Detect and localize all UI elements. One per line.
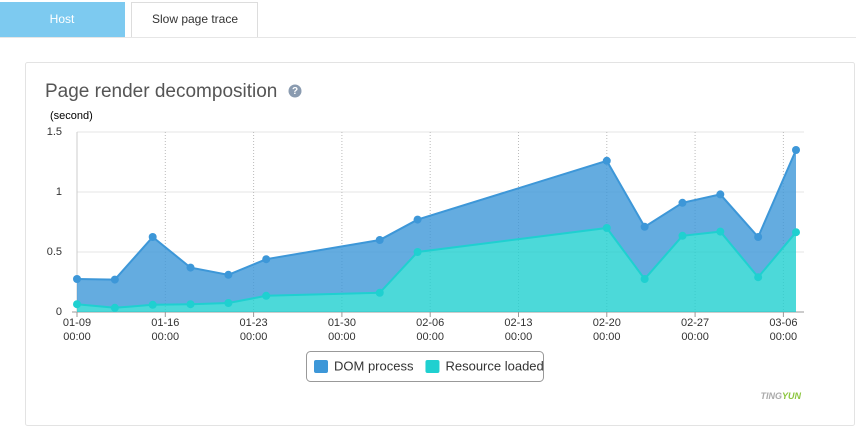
line [76,226,797,309]
point [754,273,763,282]
point [640,222,649,231]
point [224,299,233,307]
point [186,263,195,272]
y-tick-label: 1.5 [47,126,62,138]
point [640,275,649,283]
watermark-part: TING [760,391,782,401]
x-tick-label: 03-06 00:00 [769,317,797,343]
point [678,198,687,207]
point [186,300,195,309]
tab-label[interactable]: Host [50,12,75,26]
point [224,270,233,279]
x-tick-label: 01-09 00:00 [63,317,91,343]
point [148,300,157,309]
point [602,156,611,165]
point [73,300,81,309]
x-tick-label: 02-06 00:00 [416,317,444,343]
y-axis-label: (second) [50,110,93,122]
legend-label[interactable]: DOM process [334,358,414,373]
point [110,303,119,312]
watermark-part: YUN [782,391,802,401]
point [716,227,725,236]
legend-swatch [425,360,440,373]
point [73,275,81,283]
help-icon[interactable] [288,84,302,98]
point [413,248,422,256]
point [413,215,422,224]
x-tick-label: 02-13 00:00 [504,317,532,343]
point [716,190,725,199]
tab-label[interactable]: Slow page trace [152,12,238,26]
point [602,224,611,232]
chart-title: Page render decomposition [45,81,277,102]
point [792,228,800,237]
tab[interactable] [131,2,258,38]
watermark: TINGYUN [760,391,801,401]
x-tick-label: 02-27 00:00 [681,317,709,343]
y-tick-label: 0.5 [47,246,62,258]
x-tick-label: 01-23 00:00 [240,317,268,343]
point [375,236,384,244]
legend [306,351,544,382]
point [262,255,271,264]
y-tick-label: 1 [56,186,62,198]
point [792,146,800,154]
point [678,231,687,240]
x-tick-label: 02-20 00:00 [593,317,621,343]
help-icon-glyph: ? [292,86,298,97]
x-tick-label: 01-16 00:00 [151,317,179,343]
point [148,233,157,241]
point [262,291,271,300]
line [76,149,797,281]
point [754,233,763,241]
legend-label[interactable]: Resource loaded [445,358,543,373]
y-tick-label: 0 [56,306,62,318]
legend-swatch [314,360,328,373]
x-tick-label: 01-30 00:00 [328,317,356,343]
area [77,228,796,312]
point [375,288,384,297]
tab-active[interactable] [0,2,125,37]
area [77,150,796,308]
point [110,275,119,284]
